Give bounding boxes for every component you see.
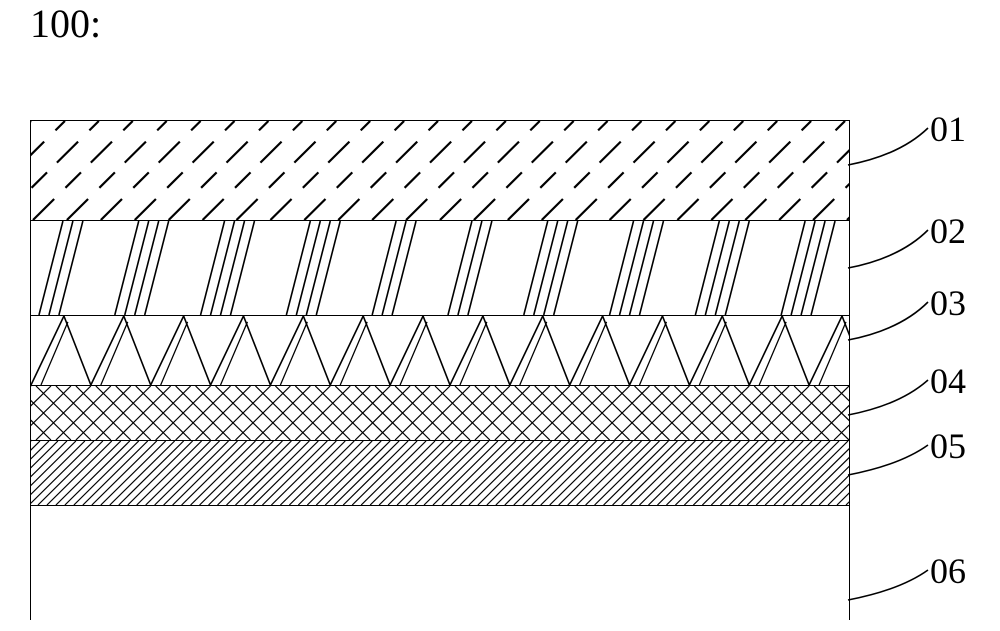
layer-06: [31, 506, 849, 621]
callout-label-01: 01: [930, 108, 966, 150]
callout-label-02: 02: [930, 210, 966, 252]
layer-04: [31, 386, 849, 441]
layer-02: [31, 221, 849, 316]
callout-label-04: 04: [930, 360, 966, 402]
callout-label-03: 03: [930, 282, 966, 324]
layer-stack: [30, 120, 850, 620]
callout-label-05: 05: [930, 425, 966, 467]
layer-05: [31, 441, 849, 506]
callout-label-06: 06: [930, 550, 966, 592]
diagram-canvas: 100: 01 02 03 04 05 06: [0, 0, 1000, 631]
figure-number-label: 100:: [30, 0, 101, 47]
layer-03: [31, 316, 849, 386]
layer-01: [31, 121, 849, 221]
